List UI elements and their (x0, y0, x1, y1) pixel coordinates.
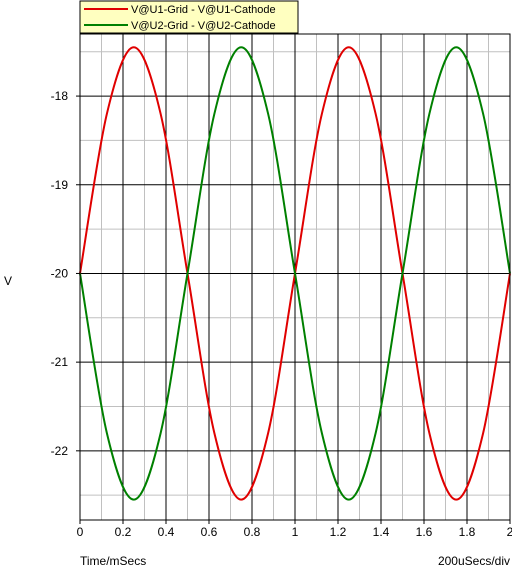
y-tick-label: -19 (51, 178, 69, 192)
x-tick-labels: 0 0.2 0.4 0.6 0.8 1 1.2 1.4 1.6 1.8 2 (77, 520, 512, 539)
y-tick-labels: -18 -19 -20 -21 -22 (51, 89, 80, 458)
x-tick-label: 1.2 (330, 525, 347, 539)
x-axis-label: Time/mSecs (80, 554, 146, 567)
x-tick-label: 1 (292, 525, 299, 539)
x-tick-label: 0.6 (201, 525, 218, 539)
x-tick-label: 0.8 (244, 525, 261, 539)
legend-label-u1: V@U1-Grid - V@U1-Cathode (131, 4, 276, 16)
legend-label-u2: V@U2-Grid - V@U2-Cathode (131, 20, 276, 32)
x-tick-label: 0 (77, 525, 84, 539)
x-tick-label: 0.4 (158, 525, 175, 539)
y-tick-label: -18 (51, 89, 69, 103)
series-line-2 (79, 46, 511, 501)
x-tick-label: 2 (507, 525, 512, 539)
series-layer (79, 46, 511, 501)
legend-box (79, 0, 299, 34)
y-tick-label: -22 (51, 444, 69, 458)
x-tick-label: 1.4 (373, 525, 390, 539)
x-division-label: 200uSecs/div (438, 554, 510, 567)
x-tick-label: 1.6 (416, 525, 433, 539)
x-tick-label: 1.8 (459, 525, 476, 539)
y-axis-label: V (4, 274, 12, 288)
legend: V@U1-Grid - V@U1-Cathode V@U2-Grid - V@U… (79, 0, 299, 34)
y-tick-label: -21 (51, 355, 69, 369)
x-tick-label: 0.2 (115, 525, 132, 539)
y-tick-label: -20 (51, 266, 69, 280)
